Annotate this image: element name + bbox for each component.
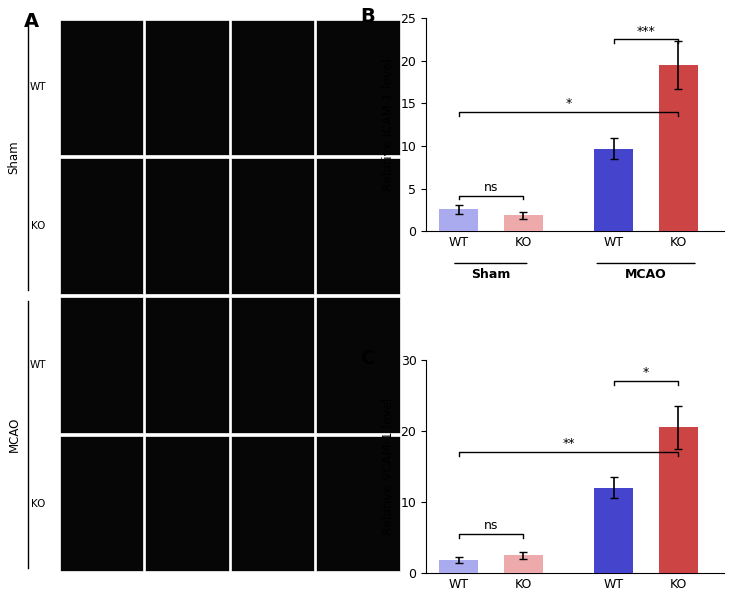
Text: C: C [360, 349, 375, 368]
Bar [230, 436, 314, 571]
Text: WT: WT [30, 360, 46, 370]
Text: KO: KO [31, 221, 45, 231]
Bar [439, 209, 478, 232]
Bar [230, 158, 314, 294]
Text: MCAO: MCAO [7, 417, 20, 452]
Y-axis label: Relative ICAM-1 level: Relative ICAM-1 level [382, 59, 395, 191]
Text: ns: ns [484, 181, 498, 194]
Y-axis label: Relative VCAM-1 level: Relative VCAM-1 level [382, 398, 395, 535]
Bar [316, 436, 400, 571]
Bar [594, 488, 633, 573]
Bar [230, 297, 314, 433]
Text: *: * [643, 366, 649, 379]
Text: MCAO: MCAO [625, 269, 667, 281]
Text: ns: ns [484, 519, 498, 533]
Bar [316, 158, 400, 294]
Bar [316, 20, 400, 155]
Text: A: A [24, 13, 39, 32]
Text: ***: *** [637, 24, 656, 38]
Text: Sham: Sham [7, 140, 20, 174]
Bar [439, 561, 478, 573]
Text: *: * [565, 97, 572, 110]
Bar [594, 149, 633, 232]
Text: **: ** [562, 438, 575, 450]
Bar [59, 20, 143, 155]
Bar [316, 297, 400, 433]
Bar [230, 20, 314, 155]
Bar [145, 297, 229, 433]
Bar [659, 427, 698, 573]
Bar [504, 216, 542, 232]
Text: WT: WT [30, 82, 46, 93]
Text: Sham: Sham [471, 269, 510, 281]
Bar [59, 158, 143, 294]
Bar [504, 555, 542, 573]
Bar [59, 436, 143, 571]
Bar [659, 65, 698, 232]
Bar [145, 436, 229, 571]
Bar [145, 20, 229, 155]
Bar [145, 158, 229, 294]
Bar [59, 297, 143, 433]
Text: KO: KO [31, 498, 45, 509]
Text: B: B [360, 7, 376, 26]
